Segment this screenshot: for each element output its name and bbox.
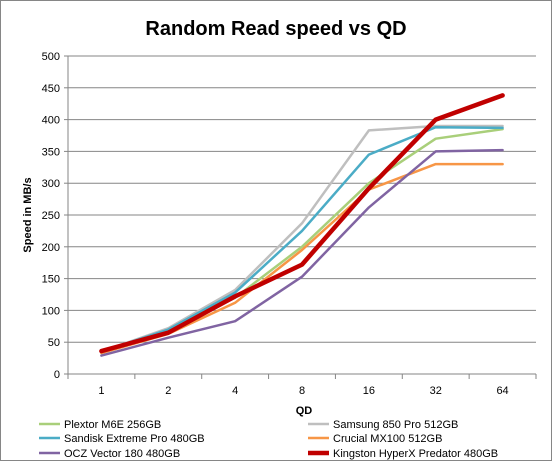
- x-tick-label: 8: [299, 385, 305, 397]
- series-line: [100, 162, 504, 355]
- axes: 0 50 100 150 200 250 300 350 400 450 500 1 2 4 8 16 32 64: [42, 51, 537, 397]
- x-tick-label: 16: [363, 385, 375, 397]
- y-tick-label: 400: [42, 115, 60, 127]
- series-line: [100, 148, 504, 357]
- chart-title: Random Read speed vs QD: [145, 18, 406, 40]
- series-line: [100, 127, 504, 355]
- series-line: [100, 125, 504, 353]
- series-lines: [99, 93, 505, 357]
- y-tick-label: 300: [42, 178, 60, 190]
- legend-entry: Sandisk Extreme Pro 480GB: [64, 433, 205, 445]
- y-tick-label: 0: [54, 369, 60, 381]
- x-tick-label: 32: [430, 385, 442, 397]
- series-line: [100, 124, 504, 353]
- y-tick-label: 100: [42, 305, 60, 317]
- y-tick-label: 200: [42, 242, 60, 254]
- x-tick-label: 64: [496, 385, 508, 397]
- legend-entry: Samsung 850 Pro 512GB: [333, 419, 458, 431]
- y-tick-label: 50: [48, 337, 60, 349]
- x-tick-label: 2: [165, 385, 171, 397]
- legend: Plextor M6E 256GB Samsung 850 Pro 512GB Sa…: [39, 419, 498, 460]
- y-tick-label: 250: [42, 210, 60, 222]
- y-tick-label: 450: [42, 83, 60, 95]
- legend-entry: OCZ Vector 180 480GB: [64, 448, 180, 460]
- x-tick-label: 1: [98, 385, 104, 397]
- y-tick-label: 500: [42, 51, 60, 63]
- gridlines: [68, 55, 536, 375]
- y-tick-label: 150: [42, 274, 60, 286]
- y-tick-label: 350: [42, 146, 60, 158]
- x-axis-label: QD: [296, 405, 313, 417]
- series-line: [99, 93, 505, 354]
- y-axis-label: Speed in MB/s: [22, 177, 34, 252]
- x-tick-label: 4: [232, 385, 238, 397]
- legend-entry: Crucial MX100 512GB: [333, 433, 442, 445]
- legend-entry: Kingston HyperX Predator 480GB: [333, 448, 498, 460]
- legend-entry: Plextor M6E 256GB: [64, 419, 161, 431]
